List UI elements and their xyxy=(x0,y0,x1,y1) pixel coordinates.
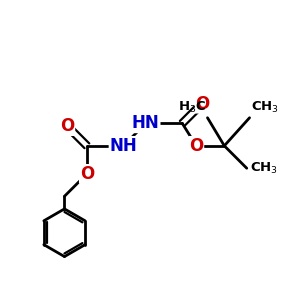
Text: O: O xyxy=(195,95,209,113)
Text: O: O xyxy=(189,137,203,155)
Text: CH$_3$: CH$_3$ xyxy=(250,161,278,176)
Text: CH$_3$: CH$_3$ xyxy=(251,100,279,115)
Text: HN: HN xyxy=(132,114,160,132)
Text: NH: NH xyxy=(110,137,137,155)
Text: H$_3$C: H$_3$C xyxy=(178,100,206,115)
Text: O: O xyxy=(60,117,74,135)
Text: O: O xyxy=(80,165,94,183)
